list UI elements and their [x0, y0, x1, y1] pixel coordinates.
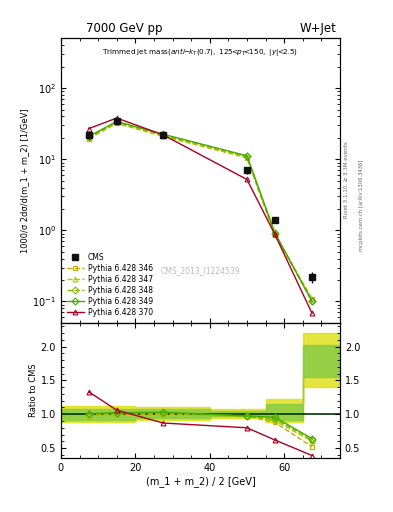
Text: Trimmed jet mass$(anti\!\!-\!\!k_T(0.7),\ 125\!\!<\!\!p_T\!\!<\!\!150,\ |y|\!\!<: Trimmed jet mass$(anti\!\!-\!\!k_T(0.7),… — [103, 46, 298, 57]
Text: mcplots.cern.ch [arXiv:1306.3436]: mcplots.cern.ch [arXiv:1306.3436] — [359, 159, 364, 250]
Y-axis label: 1000/σ 2dσ/d(m_1 + m_2) [1/GeV]: 1000/σ 2dσ/d(m_1 + m_2) [1/GeV] — [20, 109, 29, 253]
X-axis label: (m_1 + m_2) / 2 [GeV]: (m_1 + m_2) / 2 [GeV] — [145, 476, 255, 487]
Text: CMS_2013_I1224539: CMS_2013_I1224539 — [161, 266, 240, 275]
Legend: CMS, Pythia 6.428 346, Pythia 6.428 347, Pythia 6.428 348, Pythia 6.428 349, Pyt: CMS, Pythia 6.428 346, Pythia 6.428 347,… — [65, 251, 155, 319]
Y-axis label: Ratio to CMS: Ratio to CMS — [29, 364, 38, 417]
Text: W+Jet: W+Jet — [299, 22, 336, 35]
Text: 7000 GeV pp: 7000 GeV pp — [86, 22, 163, 35]
Text: Rivet 3.1.10, ≥ 3.3M events: Rivet 3.1.10, ≥ 3.3M events — [344, 141, 349, 218]
